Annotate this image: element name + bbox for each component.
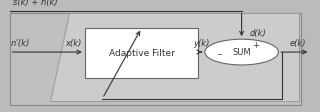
Text: x(k): x(k) [65, 39, 82, 48]
Text: +: + [252, 41, 259, 50]
Bar [85, 28, 198, 78]
Text: n’(k): n’(k) [11, 39, 30, 48]
Polygon shape [50, 13, 299, 101]
Text: d(k): d(k) [250, 29, 266, 38]
Circle shape [205, 39, 278, 65]
Bar [10, 13, 301, 105]
Text: SUM: SUM [232, 48, 251, 57]
Text: e(k): e(k) [290, 39, 306, 48]
Text: y(k): y(k) [193, 39, 210, 48]
Text: Adaptive Filter: Adaptive Filter [109, 49, 174, 58]
Text: –: – [217, 50, 222, 59]
Text: s(k) + n(k): s(k) + n(k) [13, 0, 57, 7]
